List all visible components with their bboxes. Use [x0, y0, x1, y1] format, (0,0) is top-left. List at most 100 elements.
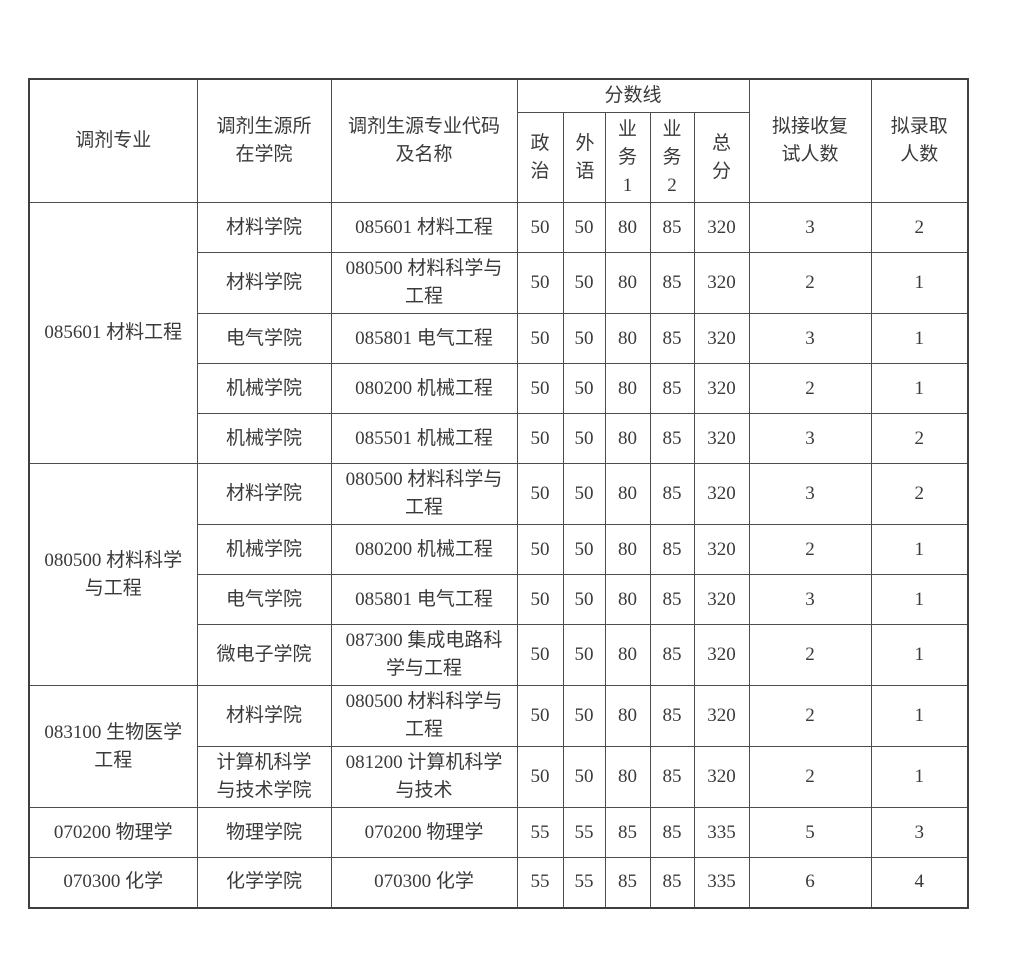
score-cell: 85 — [649, 685, 695, 747]
college-cell: 材料学院 — [196, 463, 332, 525]
code-cell: 080500 材料科学与工程 — [330, 463, 518, 525]
table-row: 083100 生物医学工程 材料学院 080500 材料科学与工程 50 50 80 85 3… — [28, 685, 969, 808]
header-subject-1: 业务1 — [604, 112, 651, 203]
score-cell: 335 — [693, 807, 750, 858]
college-cell: 化学学院 — [196, 857, 332, 908]
score-cell: 80 — [604, 746, 651, 808]
score-cell: 85 — [649, 363, 695, 414]
table-row: 机械学院 085501 机械工程 50 50 80 85 320 3 2 — [29, 413, 969, 464]
score-cell: 80 — [604, 252, 651, 314]
code-cell: 070200 物理学 — [330, 807, 518, 858]
score-cell: 80 — [604, 463, 651, 525]
admit-count-cell: 1 — [870, 574, 969, 625]
header-major: 调剂专业 — [28, 78, 198, 203]
score-cell: 320 — [693, 413, 750, 464]
college-cell: 物理学院 — [196, 807, 332, 858]
score-cell: 85 — [649, 202, 695, 253]
score-cell: 50 — [516, 363, 564, 414]
score-cell: 80 — [604, 524, 651, 575]
major-cell: 070200 物理学 — [28, 807, 198, 858]
header-foreign-language: 外语 — [562, 112, 606, 203]
table-row: 机械学院 080200 机械工程 50 50 80 85 320 2 1 — [29, 524, 969, 575]
score-cell: 50 — [562, 746, 606, 808]
score-cell: 320 — [693, 624, 750, 686]
score-cell: 85 — [604, 857, 651, 908]
code-cell: 085601 材料工程 — [330, 202, 518, 253]
score-cell: 80 — [604, 202, 651, 253]
score-cell: 50 — [562, 202, 606, 253]
score-cell: 55 — [562, 857, 606, 908]
major-cell: 080500 材料科学与工程 — [28, 463, 198, 686]
admit-count-cell: 4 — [870, 857, 969, 908]
header-total-score: 总分 — [693, 112, 750, 203]
retest-count-cell: 6 — [748, 857, 872, 908]
admit-count-cell: 1 — [870, 363, 969, 414]
score-cell: 320 — [693, 363, 750, 414]
score-cell: 50 — [562, 685, 606, 747]
retest-count-cell: 3 — [748, 413, 872, 464]
admit-count-cell: 1 — [870, 624, 969, 686]
score-cell: 85 — [649, 574, 695, 625]
retest-count-cell: 5 — [748, 807, 872, 858]
header-admit: 拟录取人数 — [870, 78, 969, 203]
retest-count-cell: 3 — [748, 313, 872, 364]
table-row: 微电子学院 087300 集成电路科学与工程 50 50 80 85 320 2 1 — [29, 624, 969, 686]
header-college: 调剂生源所在学院 — [196, 78, 332, 203]
table-row: 085601 材料工程 材料学院 085601 材料工程 50 50 80 85 320 3 2 — [28, 202, 969, 464]
table-header: 调剂专业 调剂生源所在学院 调剂生源专业代码及名称 分数线 拟接收复试人数 拟录… — [28, 78, 969, 203]
college-cell: 材料学院 — [196, 202, 332, 253]
retest-count-cell: 2 — [748, 252, 872, 314]
table-body: 085601 材料工程 材料学院 085601 材料工程 50 50 80 85 320 3 2 材… — [28, 202, 969, 908]
header-politics: 政治 — [516, 112, 564, 203]
admit-count-cell: 1 — [870, 524, 969, 575]
score-cell: 80 — [604, 313, 651, 364]
score-cell: 50 — [562, 624, 606, 686]
score-cell: 320 — [693, 574, 750, 625]
college-cell: 计算机科学与技术学院 — [196, 746, 332, 808]
score-cell: 50 — [562, 363, 606, 414]
score-cell: 50 — [562, 574, 606, 625]
header-row-1: 调剂专业 调剂生源所在学院 调剂生源专业代码及名称 分数线 拟接收复试人数 拟录… — [28, 78, 969, 203]
score-cell: 320 — [693, 746, 750, 808]
score-cell: 80 — [604, 413, 651, 464]
admit-count-cell: 2 — [870, 463, 969, 525]
transfer-score-table: 调剂专业 调剂生源所在学院 调剂生源专业代码及名称 分数线 拟接收复试人数 拟录… — [28, 78, 970, 909]
college-cell: 电气学院 — [196, 574, 332, 625]
admit-count-cell: 1 — [870, 252, 969, 314]
college-cell: 电气学院 — [196, 313, 332, 364]
college-cell: 微电子学院 — [196, 624, 332, 686]
score-cell: 320 — [693, 252, 750, 314]
table-row: 机械学院 080200 机械工程 50 50 80 85 320 2 1 — [29, 363, 969, 414]
score-cell: 320 — [693, 202, 750, 253]
admit-count-cell: 2 — [870, 413, 969, 464]
code-cell: 080200 机械工程 — [330, 363, 518, 414]
score-cell: 50 — [516, 413, 564, 464]
college-cell: 机械学院 — [196, 524, 332, 575]
major-cell: 070300 化学 — [28, 857, 198, 908]
score-cell: 85 — [649, 413, 695, 464]
score-cell: 50 — [562, 524, 606, 575]
admit-count-cell: 2 — [870, 202, 969, 253]
score-cell: 85 — [649, 313, 695, 364]
table-row: 计算机科学与技术学院 081200 计算机科学与技术 50 50 80 85 320 2 1 — [29, 746, 969, 808]
retest-count-cell: 3 — [748, 463, 872, 525]
score-cell: 55 — [516, 807, 564, 858]
code-cell: 087300 集成电路科学与工程 — [330, 624, 518, 686]
retest-count-cell: 3 — [748, 574, 872, 625]
score-cell: 85 — [649, 807, 695, 858]
admit-count-cell: 1 — [870, 746, 969, 808]
score-cell: 85 — [649, 463, 695, 525]
major-cell: 083100 生物医学工程 — [28, 685, 198, 808]
score-cell: 85 — [649, 252, 695, 314]
header-subject-2: 业务2 — [649, 112, 695, 203]
score-cell: 50 — [516, 202, 564, 253]
score-cell: 50 — [516, 313, 564, 364]
retest-count-cell: 2 — [748, 746, 872, 808]
code-cell: 080500 材料科学与工程 — [330, 685, 518, 747]
retest-count-cell: 2 — [748, 685, 872, 747]
score-cell: 80 — [604, 624, 651, 686]
admit-count-cell: 1 — [870, 313, 969, 364]
table-row: 070300 化学 化学学院 070300 化学 55 55 85 85 335 6 4 — [28, 857, 969, 908]
code-cell: 085801 电气工程 — [330, 574, 518, 625]
